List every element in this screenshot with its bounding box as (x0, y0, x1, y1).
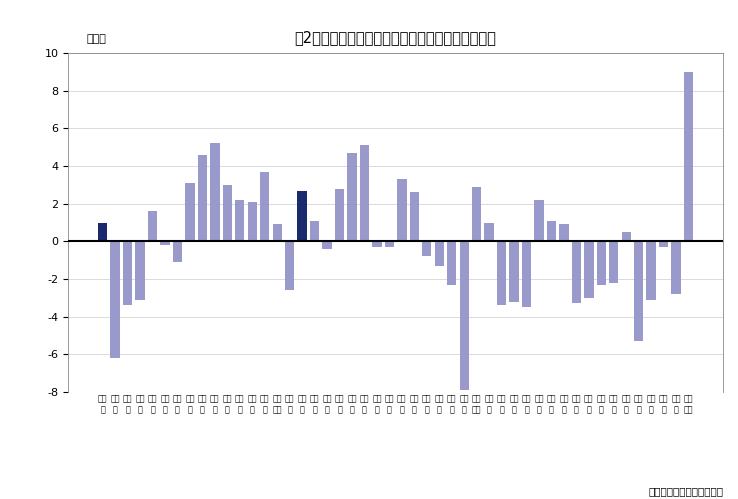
Bar (484, 223, 494, 242)
Bar (435, 242, 444, 266)
Bar (135, 242, 145, 300)
Bar (384, 242, 394, 247)
Bar (335, 189, 344, 242)
Bar (422, 242, 432, 256)
Bar (98, 223, 107, 242)
Text: （％）: （％） (86, 33, 106, 44)
Bar (285, 242, 294, 290)
Bar (460, 242, 469, 390)
Bar (659, 242, 669, 247)
Bar (447, 242, 456, 284)
Bar (173, 242, 182, 262)
Bar (123, 242, 132, 305)
Bar (646, 242, 656, 300)
Bar (360, 145, 369, 242)
Bar (684, 72, 693, 242)
Bar (497, 242, 506, 305)
Title: 図2　都道府県別小売業の年間商品販売額の前回比: 図2 都道府県別小売業の年間商品販売額の前回比 (294, 30, 497, 45)
Bar (596, 242, 606, 284)
Bar (672, 242, 680, 294)
Bar (223, 185, 232, 242)
Bar (247, 202, 257, 242)
Bar (260, 172, 269, 242)
Bar (148, 211, 157, 242)
Bar (160, 242, 170, 245)
Bar (522, 242, 531, 307)
Bar (185, 183, 195, 242)
Bar (472, 187, 481, 242)
Bar (547, 221, 556, 242)
Bar (348, 153, 356, 242)
Bar (272, 225, 282, 242)
Bar (372, 242, 382, 247)
Bar (509, 242, 519, 301)
Bar (609, 242, 618, 283)
Bar (198, 155, 207, 242)
Bar (559, 225, 568, 242)
Bar (235, 200, 244, 242)
Bar (534, 200, 544, 242)
Bar (621, 232, 631, 242)
Bar (584, 242, 593, 298)
Bar (572, 242, 581, 303)
Bar (397, 179, 407, 242)
Bar (310, 221, 320, 242)
Bar (210, 143, 219, 242)
Text: 資料）経済産業省速報資料: 資料）経済産業省速報資料 (648, 487, 723, 497)
Bar (410, 193, 419, 242)
Bar (323, 242, 332, 249)
Bar (634, 242, 644, 341)
Bar (297, 191, 307, 242)
Bar (111, 242, 120, 358)
